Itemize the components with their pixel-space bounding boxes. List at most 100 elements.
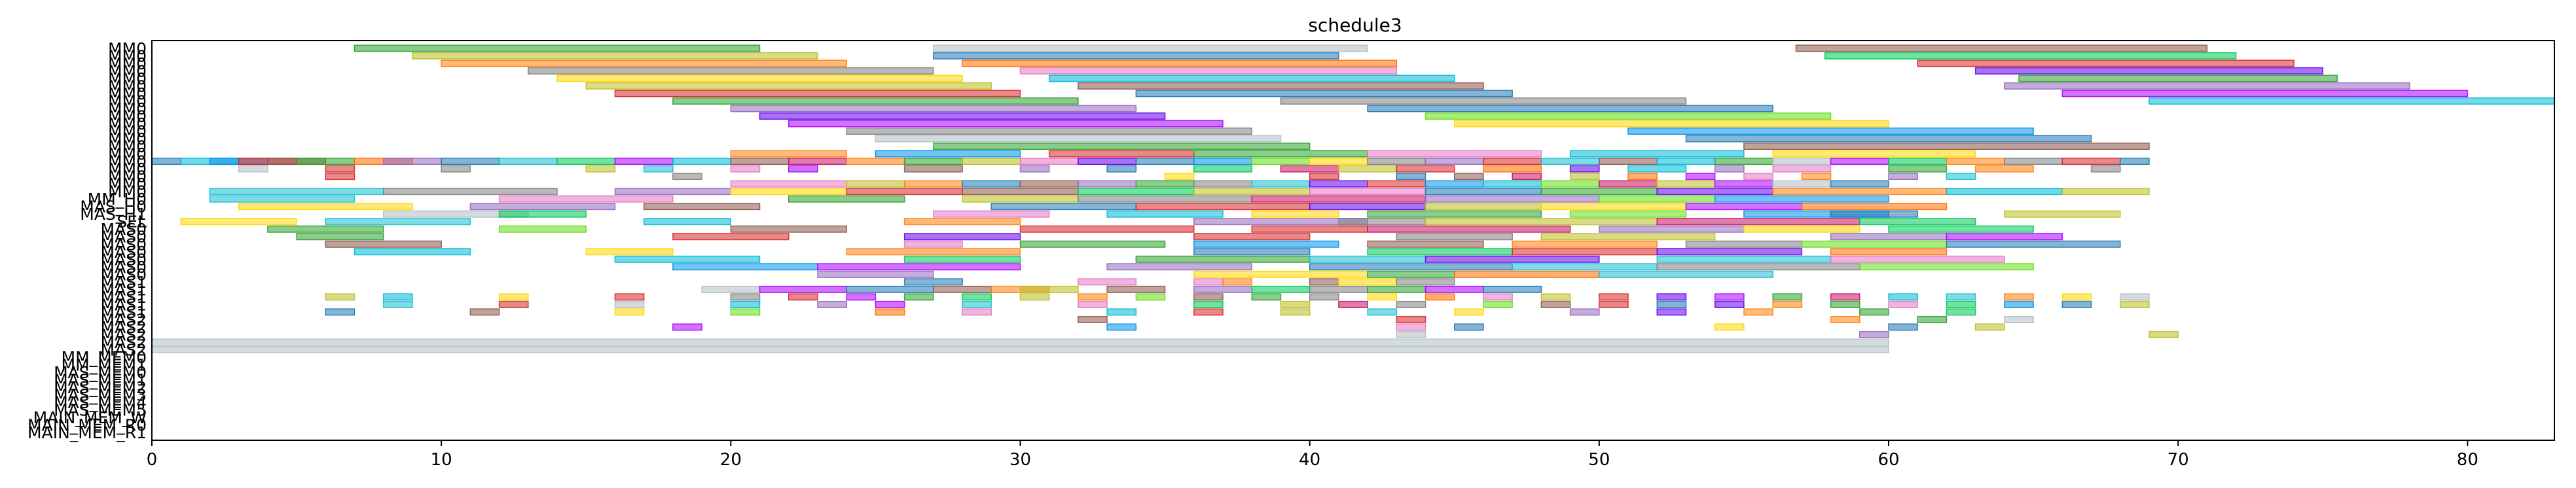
gantt-bar bbox=[1888, 293, 1918, 301]
gantt-bar bbox=[1540, 188, 1658, 196]
gantt-bar bbox=[903, 233, 1021, 241]
gantt-bar bbox=[1599, 225, 1745, 233]
gantt-bar bbox=[1048, 150, 1195, 158]
gantt-bar bbox=[1830, 180, 1889, 188]
gantt-bar bbox=[1569, 165, 1600, 173]
gantt-bar bbox=[962, 300, 992, 308]
gantt-bar bbox=[1540, 293, 1571, 301]
gantt-bar bbox=[1830, 210, 1918, 218]
row-label: MM0 bbox=[108, 92, 147, 111]
gantt-bar bbox=[875, 308, 905, 316]
gantt-bar bbox=[730, 300, 761, 308]
gantt-bar bbox=[1251, 180, 1311, 188]
gantt-bar bbox=[1656, 300, 1687, 308]
gantt-bar bbox=[2004, 315, 2034, 323]
gantt-bar bbox=[1656, 263, 1860, 271]
gantt-bar bbox=[296, 233, 384, 241]
gantt-bar bbox=[1424, 180, 1484, 188]
row-label: MM_MEM0 bbox=[62, 348, 147, 367]
gantt-bar bbox=[1424, 293, 1455, 301]
bars bbox=[151, 44, 2555, 354]
gantt-bar bbox=[1019, 285, 1079, 293]
gantt-bar bbox=[1019, 240, 1166, 248]
gantt-bar bbox=[2149, 330, 2179, 339]
gantt-bar bbox=[1078, 300, 1108, 308]
gantt-bar bbox=[209, 188, 384, 196]
gantt-bar bbox=[1396, 315, 1426, 323]
gantt-bar bbox=[1309, 158, 1368, 166]
gantt-bar bbox=[1280, 308, 1311, 316]
gantt-bar bbox=[1974, 323, 2005, 331]
gantt-bar bbox=[412, 52, 818, 60]
row-labels: MM0MM0MM0MM0MM0MM0MM0MM0MM0MM0MM0MM0MM0M… bbox=[27, 39, 147, 442]
gantt-bar bbox=[1396, 173, 1426, 181]
gantt-bar bbox=[672, 263, 818, 271]
gantt-bar bbox=[1946, 308, 1976, 316]
gantt-bar bbox=[1656, 188, 1773, 196]
gantt-bar bbox=[1222, 278, 1252, 286]
row-label: MAIN_MEM_R1 bbox=[27, 423, 147, 442]
gantt-bar bbox=[151, 338, 1889, 346]
gantt-bar bbox=[1946, 233, 2063, 241]
row-label: MM0 bbox=[108, 99, 147, 118]
gantt-bar bbox=[1599, 158, 1658, 166]
gantt-bar bbox=[1367, 308, 1398, 316]
gantt-bar bbox=[1396, 330, 1426, 339]
gantt-bar bbox=[1193, 248, 1311, 256]
gantt-bar bbox=[1396, 323, 1426, 331]
gantt-bar bbox=[1078, 188, 1195, 196]
gantt-bar bbox=[382, 293, 413, 301]
gantt-bar bbox=[962, 188, 1079, 196]
row-label: MAS0 bbox=[101, 220, 147, 239]
gantt-bar bbox=[585, 82, 992, 90]
gantt-bar bbox=[498, 195, 674, 203]
gantt-bar bbox=[1569, 308, 1600, 316]
gantt-bar bbox=[1251, 210, 1339, 218]
gantt-bar bbox=[817, 263, 1021, 271]
gantt-bar bbox=[1193, 293, 1224, 301]
gantt-bar bbox=[1801, 203, 1948, 211]
row-label: MAS1 bbox=[101, 303, 147, 322]
gantt-bar bbox=[903, 240, 963, 248]
row-label: MM0 bbox=[108, 114, 147, 133]
gantt-bar bbox=[2061, 188, 2150, 196]
gantt-bar bbox=[846, 285, 934, 293]
gantt-bar bbox=[1540, 158, 1600, 166]
gantt-bar bbox=[701, 285, 761, 293]
row-label: MM0 bbox=[108, 39, 147, 58]
gantt-bar bbox=[1772, 158, 1832, 166]
x-tick-label: 0 bbox=[147, 450, 158, 470]
gantt-bar bbox=[1309, 255, 1426, 263]
gantt-bar bbox=[498, 293, 529, 301]
gantt-bar bbox=[2149, 97, 2555, 105]
gantt-bar bbox=[1135, 158, 1195, 166]
row-label: MAS1 bbox=[101, 295, 147, 314]
row-label: MM0 bbox=[108, 46, 147, 65]
gantt-bar bbox=[325, 173, 355, 181]
gantt-bar bbox=[1367, 293, 1398, 301]
gantt-bar bbox=[1367, 105, 1773, 113]
gantt-bar bbox=[354, 248, 471, 256]
gantt-bar bbox=[180, 218, 297, 226]
gantt-bar bbox=[2090, 165, 2121, 173]
row-label: MAS1 bbox=[101, 280, 147, 299]
gantt-bar bbox=[325, 165, 355, 173]
gantt-bar bbox=[1019, 165, 1050, 173]
gantt-bar bbox=[1483, 285, 1542, 293]
gantt-bar bbox=[1830, 158, 1889, 166]
gantt-bar bbox=[1830, 255, 2005, 263]
plot-frame bbox=[151, 40, 2555, 441]
row-label: MM0 bbox=[108, 160, 147, 179]
gantt-bar bbox=[933, 52, 1339, 60]
gantt-bar bbox=[730, 158, 789, 166]
gantt-bar bbox=[1859, 330, 1889, 339]
gantt-bar bbox=[1106, 323, 1137, 331]
gantt-bar bbox=[1338, 165, 1398, 173]
gantt-bar bbox=[1540, 300, 1571, 308]
gantt-bar bbox=[325, 308, 355, 316]
row-label: MM0 bbox=[108, 107, 147, 126]
gantt-bar bbox=[933, 285, 992, 293]
gantt-bar bbox=[1599, 270, 1773, 278]
gantt-bar bbox=[1714, 323, 1745, 331]
gantt-bar bbox=[1772, 165, 1832, 173]
